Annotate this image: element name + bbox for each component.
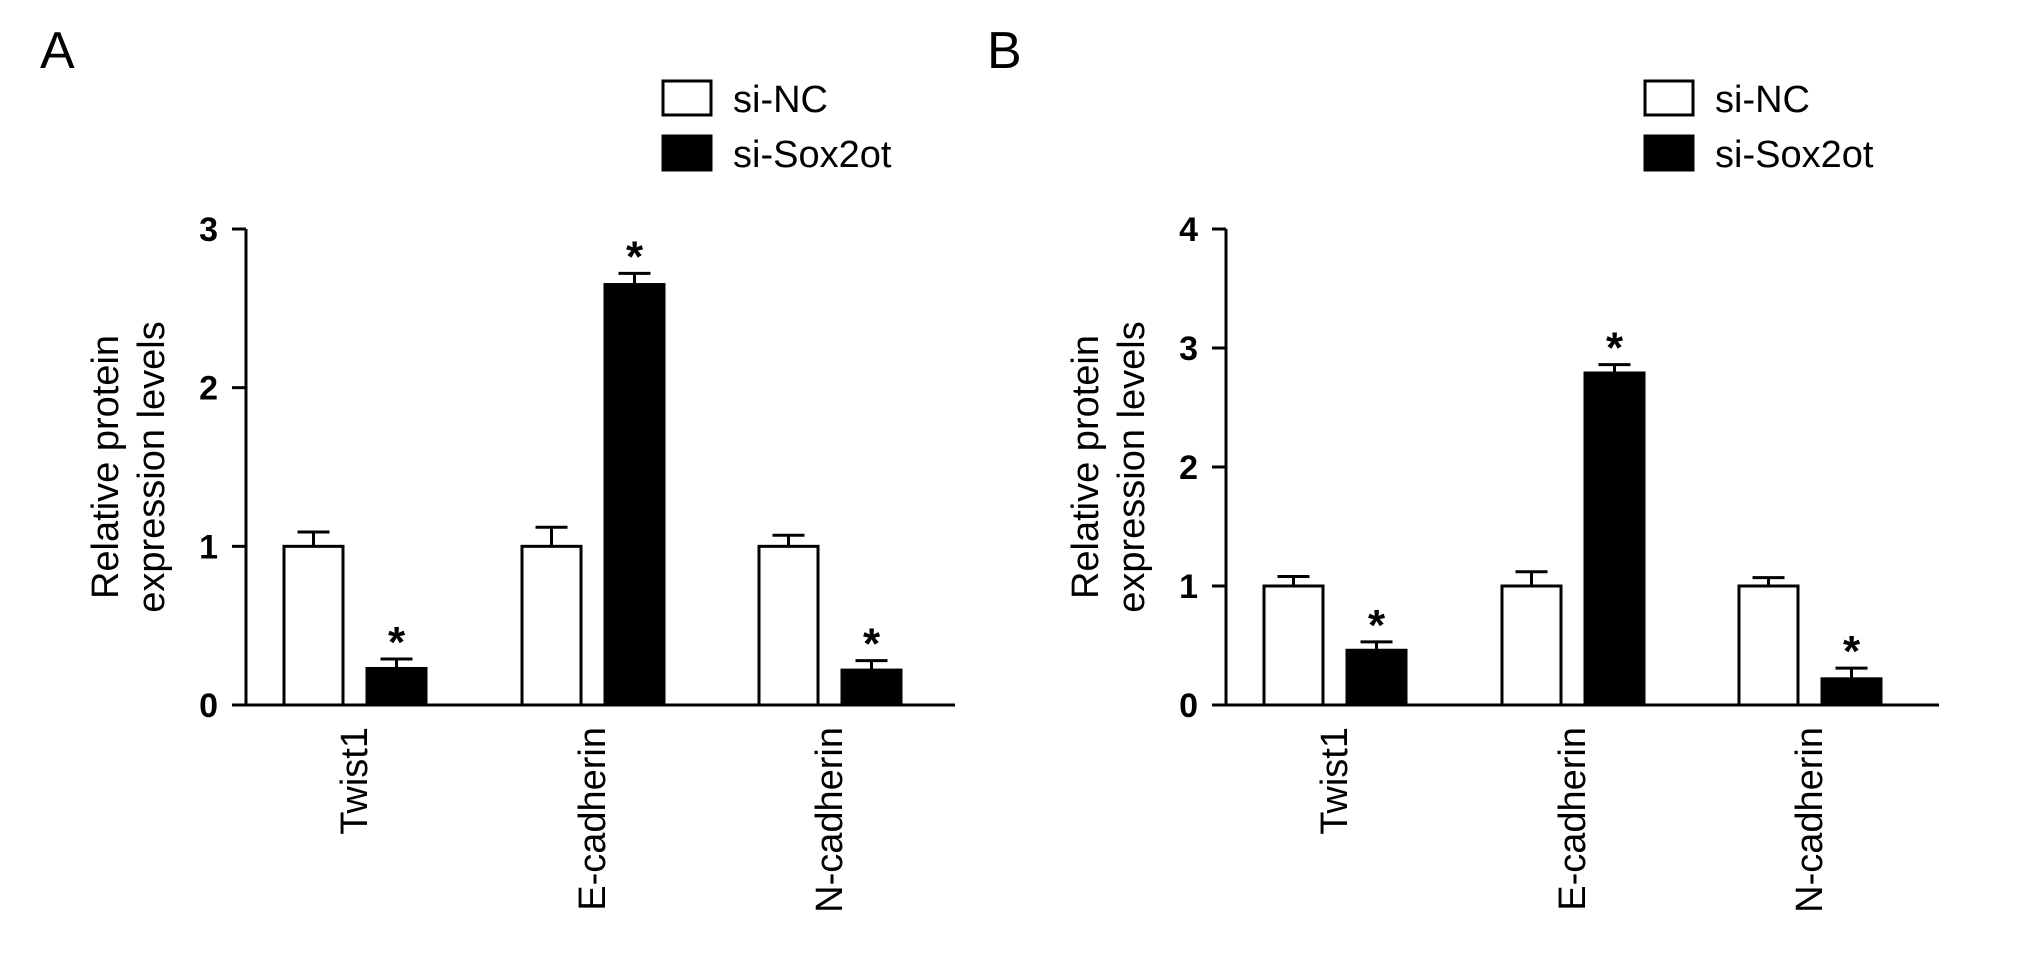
panel-0-bar-1-2	[840, 668, 903, 707]
panel-0-star-0: *	[388, 618, 406, 667]
panel-0-ytick-label-3: 3	[199, 211, 218, 249]
panel-1-legend-swatch-1	[1643, 134, 1695, 172]
panel-0-ytick-label-2: 2	[199, 370, 218, 408]
panel-0-legend-label-1: si-Sox2ot	[733, 134, 892, 176]
panel-1-category-0: Twist1	[1314, 727, 1356, 835]
panel-1-star-2: *	[1843, 627, 1861, 676]
panel-1-ytick-label-2: 2	[1179, 449, 1198, 487]
panel-0-ylabel-line2: expression levels	[131, 321, 173, 612]
panel-0-star-2: *	[863, 620, 881, 669]
panel-0-bar-1-1	[603, 283, 666, 707]
panel-1-legend-label-0: si-NC	[1715, 79, 1810, 121]
panel-0-bar-0-2	[757, 544, 820, 707]
panel-1-ytick-label-1: 1	[1179, 568, 1198, 606]
panel-1-star-0: *	[1368, 601, 1386, 650]
panel-0-category-2: N-cadherin	[809, 727, 851, 913]
panel-1-category-2: N-cadherin	[1789, 727, 1831, 913]
panel-0-star-1: *	[626, 232, 644, 281]
panel-0-category-1: E-cadherin	[572, 727, 614, 911]
panel-0-legend-swatch-0	[661, 79, 713, 117]
panel-0-bar-1-0	[365, 667, 428, 707]
panel-1-bar-1-2	[1820, 677, 1883, 707]
panel-0-bar-0-0	[282, 544, 345, 707]
panel-1-legend-swatch-0	[1643, 79, 1695, 117]
panel-1-star-1: *	[1606, 324, 1624, 373]
panel-1-ytick-label-3: 3	[1179, 330, 1198, 368]
panel-0-legend-label-0: si-NC	[733, 79, 828, 121]
panel-0-ytick-label-0: 0	[199, 687, 218, 725]
panel-1-bar-0-2	[1737, 584, 1800, 707]
panel-1-legend-label-1: si-Sox2ot	[1715, 134, 1874, 176]
panel-1-bar-1-0	[1345, 648, 1408, 707]
panel-0-letter: A	[40, 22, 75, 80]
panel-1-ylabel-line2: expression levels	[1111, 321, 1153, 612]
panel-1-ylabel-line1: Relative protein	[1065, 335, 1107, 599]
panel-0-ytick-label-1: 1	[199, 528, 218, 566]
panel-1-bar-1-1	[1583, 371, 1646, 707]
panel-0-ylabel-line1: Relative protein	[85, 335, 127, 599]
panel-1-category-1: E-cadherin	[1552, 727, 1594, 911]
panel-1-ytick-label-4: 4	[1179, 211, 1198, 249]
panel-1-bar-0-0	[1262, 584, 1325, 707]
panel-1-ytick-label-0: 0	[1179, 687, 1198, 725]
panel-0-bar-0-1	[520, 544, 583, 707]
panel-0-category-0: Twist1	[334, 727, 376, 835]
panel-1-bar-0-1	[1500, 584, 1563, 707]
panel-0-legend-swatch-1	[661, 134, 713, 172]
panel-1-letter: B	[987, 22, 1022, 80]
